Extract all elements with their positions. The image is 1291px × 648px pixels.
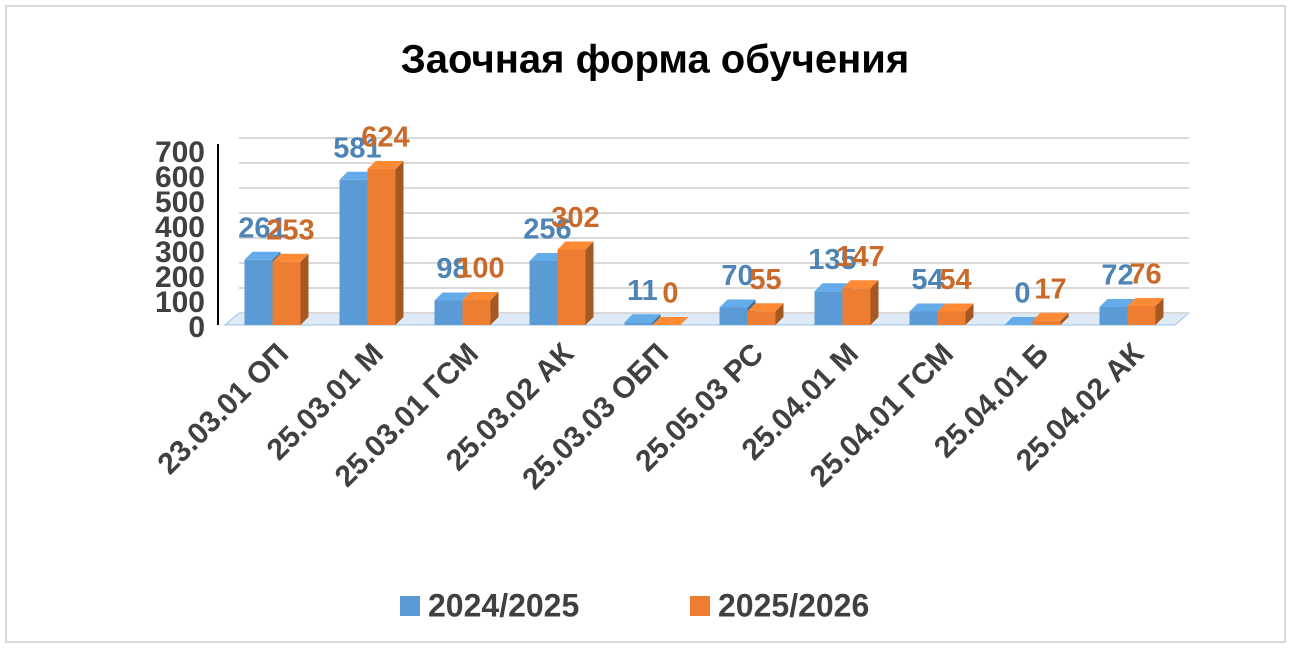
bar	[814, 291, 843, 325]
y-tick-label: 500	[155, 186, 205, 219]
bar	[937, 311, 966, 325]
data-label: 256	[523, 214, 571, 246]
bar	[1127, 306, 1156, 325]
bar	[244, 259, 273, 325]
bar-top	[719, 299, 756, 308]
y-tick-label: 100	[155, 286, 205, 319]
bar-top	[624, 314, 661, 323]
bar-side	[652, 314, 661, 325]
bar-top	[244, 251, 281, 260]
data-label: 581	[333, 132, 381, 164]
bar-top	[1032, 312, 1069, 321]
data-label: 135	[808, 244, 856, 276]
bar	[367, 169, 396, 325]
legend-label: 2024/2025	[428, 587, 579, 623]
bar-side	[395, 161, 404, 325]
legend-swatch	[690, 596, 710, 616]
data-label: 70	[721, 260, 753, 292]
bar	[529, 261, 558, 325]
bar-top	[557, 241, 594, 250]
y-tick-label: 0	[188, 311, 205, 344]
bar-side	[585, 241, 594, 325]
chart-title: Заочная форма обучения	[401, 38, 909, 82]
legend-swatch	[400, 596, 420, 616]
data-label: 72	[1101, 260, 1133, 292]
data-label: 54	[939, 264, 971, 296]
bar	[1099, 307, 1128, 325]
y-tick-label: 300	[155, 236, 205, 269]
data-label: 147	[836, 241, 884, 273]
bar-top	[1004, 317, 1041, 325]
data-label: 17	[1034, 273, 1066, 305]
bar	[1032, 320, 1061, 325]
bar	[557, 249, 586, 325]
bar-top	[434, 292, 471, 301]
data-label: 76	[1129, 259, 1161, 291]
y-tick-label: 700	[155, 136, 205, 169]
data-label: 11	[627, 275, 658, 307]
bar	[747, 311, 776, 325]
data-label: 0	[662, 278, 678, 310]
bar	[272, 261, 301, 325]
bar	[434, 300, 463, 325]
y-tick-label: 600	[155, 161, 205, 194]
bar-top	[747, 303, 784, 312]
legend-label: 2025/2026	[718, 587, 869, 623]
bar-side	[1060, 312, 1069, 325]
data-label: 98	[436, 253, 468, 285]
bar-top	[462, 292, 499, 300]
bar-top	[937, 303, 974, 312]
bar	[719, 307, 748, 325]
data-label: 100	[456, 253, 504, 285]
bar	[462, 300, 491, 325]
bar-top	[814, 283, 851, 292]
bar-top	[909, 303, 946, 312]
bar-side	[870, 280, 879, 325]
bar-side	[965, 303, 974, 325]
data-label: 624	[361, 122, 409, 154]
data-label: 261	[238, 212, 286, 244]
data-label: 253	[266, 214, 314, 246]
data-label: 0	[1014, 278, 1030, 310]
y-tick-label: 200	[155, 261, 205, 294]
bar	[624, 322, 653, 325]
data-label: 55	[749, 264, 781, 296]
bar-top	[842, 280, 879, 289]
bar	[842, 288, 871, 325]
data-label: 302	[551, 202, 599, 234]
bar	[339, 179, 368, 325]
bar-top	[652, 317, 689, 325]
bar-side	[1155, 298, 1164, 325]
bar-side	[775, 303, 784, 325]
y-tick-label: 400	[155, 211, 205, 244]
bar-top	[1099, 299, 1136, 307]
bar-side	[490, 292, 499, 325]
bar-side	[300, 253, 309, 325]
data-label: 54	[911, 264, 943, 296]
bar-top	[1127, 298, 1164, 306]
bar-top	[529, 253, 566, 261]
bar-top	[339, 171, 376, 180]
bar	[909, 311, 938, 325]
bar-top	[367, 161, 404, 169]
bar-top	[272, 253, 309, 262]
